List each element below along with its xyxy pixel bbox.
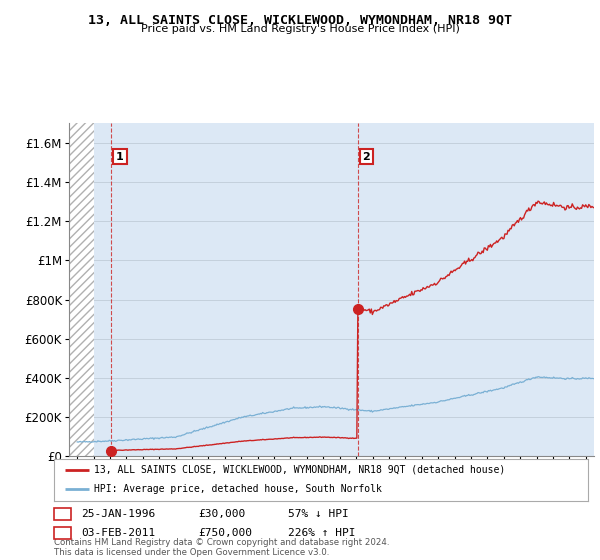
Text: 1: 1 [116,152,124,161]
Text: £750,000: £750,000 [198,528,252,538]
Text: 57% ↓ HPI: 57% ↓ HPI [288,509,349,519]
Bar [69,123,94,456]
Text: 03-FEB-2011: 03-FEB-2011 [81,528,155,538]
Text: 1: 1 [59,509,66,519]
Text: 2: 2 [59,528,66,538]
Text: 2: 2 [362,152,370,161]
Text: £30,000: £30,000 [198,509,245,519]
Text: Price paid vs. HM Land Registry's House Price Index (HPI): Price paid vs. HM Land Registry's House … [140,24,460,34]
Text: HPI: Average price, detached house, South Norfolk: HPI: Average price, detached house, Sout… [94,484,382,494]
Text: Contains HM Land Registry data © Crown copyright and database right 2024.
This d: Contains HM Land Registry data © Crown c… [54,538,389,557]
Text: 25-JAN-1996: 25-JAN-1996 [81,509,155,519]
Text: 13, ALL SAINTS CLOSE, WICKLEWOOD, WYMONDHAM, NR18 9QT: 13, ALL SAINTS CLOSE, WICKLEWOOD, WYMOND… [88,14,512,27]
Text: 226% ↑ HPI: 226% ↑ HPI [288,528,355,538]
Text: 13, ALL SAINTS CLOSE, WICKLEWOOD, WYMONDHAM, NR18 9QT (detached house): 13, ALL SAINTS CLOSE, WICKLEWOOD, WYMOND… [94,465,505,475]
